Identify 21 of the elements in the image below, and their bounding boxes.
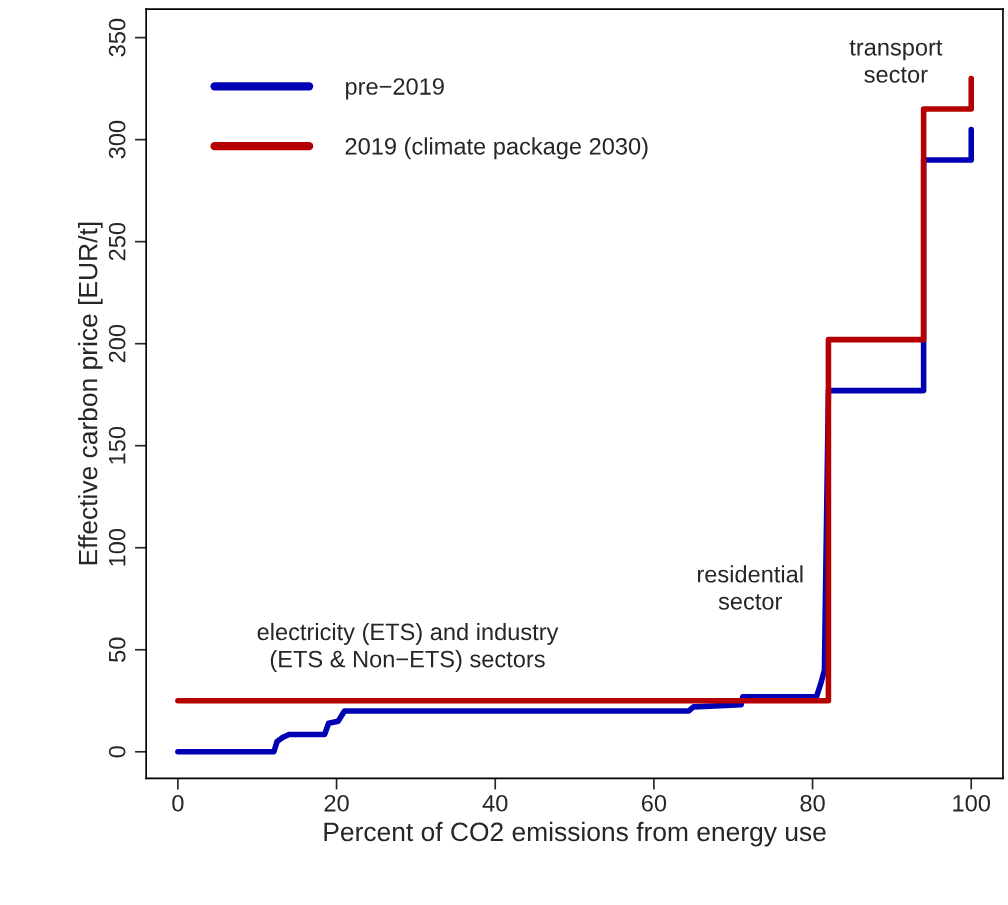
y-tick-label: 0 <box>108 746 126 758</box>
x-tick-label: 80 <box>800 794 825 812</box>
y-tick-label: 100 <box>108 528 126 566</box>
y-tick-label: 150 <box>108 426 126 464</box>
annotation: residential sector <box>697 565 803 610</box>
x-tick-label: 20 <box>324 794 349 812</box>
x-axis-title: Percent of CO2 emissions from energy use <box>324 821 826 847</box>
legend-label: 2019 (climate package 2030) <box>345 137 648 160</box>
legend-label: pre−2019 <box>346 78 444 100</box>
y-axis-title: Effective carbon price [EUR/t] <box>78 222 103 565</box>
x-tick-label: 60 <box>641 794 667 812</box>
annotation: transport sector <box>849 40 943 83</box>
y-tick-label: 350 <box>108 18 126 57</box>
x-tick-label: 100 <box>953 794 990 812</box>
y-tick-label: 300 <box>108 120 126 159</box>
x-tick-label: 40 <box>482 794 508 812</box>
y-tick-label: 200 <box>108 324 126 363</box>
x-tick-label: 0 <box>172 794 184 812</box>
annotation: electricity (ETS) and industry (ETS & Non−ETS) sectors <box>257 622 559 673</box>
y-tick-label: 50 <box>108 637 126 662</box>
y-tick-label: 250 <box>108 222 126 261</box>
